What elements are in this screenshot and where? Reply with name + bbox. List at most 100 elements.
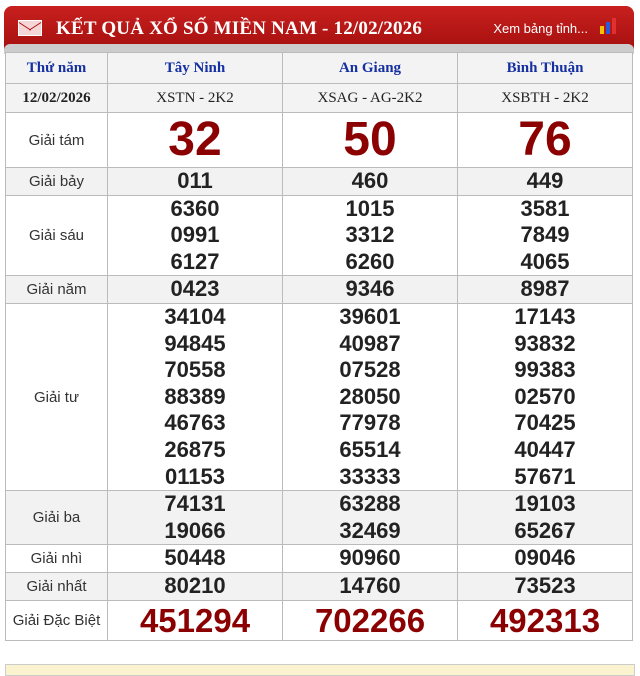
prize-row: Giải Đặc Biệt 451294 702266 492313 (5, 599, 633, 641)
winning-number: 0423 (170, 276, 220, 302)
winning-number: 70558 (164, 357, 226, 383)
winning-number: 32469 (339, 517, 401, 543)
page-title: KẾT QUẢ XỔ SỐ MIỀN NAM - 12/02/2026 (56, 18, 423, 39)
prize-row: Giải sáu 6360 0991 6127 1015 3312 6260 3581 7849… (5, 194, 633, 277)
prize-cell: 8987 (457, 275, 633, 304)
prize-cell: 9346 (282, 275, 458, 304)
prize-cell: 73523 (457, 571, 633, 601)
prize-label: Giải tư (5, 302, 108, 492)
prize-cell: 39601 40987 07528 28050 77978 65514 33333 (282, 302, 458, 492)
province-name[interactable]: Tây Ninh (107, 52, 283, 84)
winning-number: 19103 (514, 491, 576, 517)
view-province-table-link[interactable]: Xem bảng tỉnh... (493, 21, 588, 36)
winning-number: 6360 (170, 195, 220, 221)
prize-cell: 74131 19066 (107, 490, 283, 546)
prize-row: Giải ba 74131 19066 63288 32469 19103 65267 (5, 490, 633, 546)
prize-cell: 702266 (282, 599, 458, 641)
winning-number: 6260 (345, 248, 395, 274)
winning-number: 39601 (339, 303, 401, 329)
winning-number: 65514 (339, 436, 401, 462)
prize-label: Giải năm (5, 275, 108, 304)
winning-number: 28050 (339, 383, 401, 409)
winning-number: 76 (518, 113, 572, 166)
winning-number: 34104 (164, 303, 226, 329)
winning-number: 80210 (164, 572, 226, 598)
prize-cell: 32 (107, 112, 283, 168)
prize-label: Giải sáu (5, 194, 108, 277)
winning-number: 40447 (514, 436, 576, 462)
winning-number: 57671 (514, 463, 576, 489)
winning-number: 3312 (345, 222, 395, 248)
winning-number: 90960 (339, 545, 401, 571)
prize-cell: 80210 (107, 571, 283, 601)
bar-chart-icon[interactable] (598, 18, 620, 36)
winning-number: 4065 (520, 248, 570, 274)
winning-number: 70425 (514, 410, 576, 436)
prize-cell: 6360 0991 6127 (107, 194, 283, 277)
prize-cell: 492313 (457, 599, 633, 641)
winning-number: 011 (177, 168, 213, 193)
prize-cell: 14760 (282, 571, 458, 601)
winning-number: 33333 (339, 463, 401, 489)
winning-number: 9346 (345, 276, 395, 302)
prize-cell: 011 (107, 167, 283, 196)
table-footer (5, 664, 635, 676)
prize-cell: 3581 7849 4065 (457, 194, 633, 277)
winning-number: 09046 (514, 545, 576, 571)
prize-cell: 449 (457, 167, 633, 196)
winning-number: 40987 (339, 330, 401, 356)
draw-date: 12/02/2026 (5, 83, 108, 113)
prize-cell: 76 (457, 112, 633, 168)
winning-number: 19066 (164, 517, 226, 543)
winning-number: 1015 (345, 195, 395, 221)
prize-cell: 1015 3312 6260 (282, 194, 458, 277)
province-name[interactable]: Bình Thuận (457, 52, 633, 84)
winning-number: 46763 (164, 410, 226, 436)
winning-number: 73523 (514, 572, 576, 598)
results-table: Thứ năm Tây Ninh An Giang Bình Thuận 12/… (5, 52, 633, 641)
prize-row: Giải năm 0423 9346 8987 (5, 275, 633, 304)
prize-label: Giải nhất (5, 571, 108, 601)
prize-cell: 90960 (282, 544, 458, 573)
prize-cell: 63288 32469 (282, 490, 458, 546)
prize-cell: 0423 (107, 275, 283, 304)
date-row: 12/02/2026 XSTN - 2K2 XSAG - AG-2K2 XSBT… (5, 83, 633, 113)
prize-label: Giải bảy (5, 167, 108, 196)
prize-row: Giải tám 32 50 76 (5, 112, 633, 168)
prize-row: Giải tư 34104 94845 70558 88389 46763 26875 011… (5, 302, 633, 492)
winning-number: 7849 (520, 222, 570, 248)
winning-number: 451294 (139, 601, 251, 639)
prize-cell: 50 (282, 112, 458, 168)
winning-number: 3581 (520, 195, 570, 221)
winning-number: 93832 (514, 330, 576, 356)
winning-number: 17143 (514, 303, 576, 329)
prize-label: Giải Đặc Biệt (5, 599, 108, 641)
winning-number: 74131 (164, 491, 226, 517)
winning-number: 14760 (339, 572, 401, 598)
prize-row: Giải nhì 50448 90960 09046 (5, 544, 633, 573)
prize-cell: 34104 94845 70558 88389 46763 26875 01153 (107, 302, 283, 492)
winning-number: 26875 (164, 436, 226, 462)
winning-number: 32 (168, 113, 222, 166)
winning-number: 99383 (514, 357, 576, 383)
winning-number: 492313 (489, 601, 601, 639)
winning-number: 6127 (170, 248, 220, 274)
prize-row: Giải bảy 011 460 449 (5, 167, 633, 196)
winning-number: 50 (343, 113, 397, 166)
winning-number: 50448 (164, 545, 226, 571)
province-name[interactable]: An Giang (282, 52, 458, 84)
weekday: Thứ năm (5, 52, 108, 84)
prize-cell: 451294 (107, 599, 283, 641)
winning-number: 77978 (339, 410, 401, 436)
prize-cell: 460 (282, 167, 458, 196)
prize-label: Giải nhì (5, 544, 108, 573)
winning-number: 63288 (339, 491, 401, 517)
winning-number: 65267 (514, 517, 576, 543)
winning-number: 94845 (164, 330, 226, 356)
winning-number: 07528 (339, 357, 401, 383)
ticket-code: XSBTH - 2K2 (457, 83, 633, 113)
prize-label: Giải ba (5, 490, 108, 546)
prize-row: Giải nhất 80210 14760 73523 (5, 571, 633, 601)
results-header: KẾT QUẢ XỔ SỐ MIỀN NAM - 12/02/2026 Xem … (4, 6, 634, 50)
winning-number: 88389 (164, 383, 226, 409)
